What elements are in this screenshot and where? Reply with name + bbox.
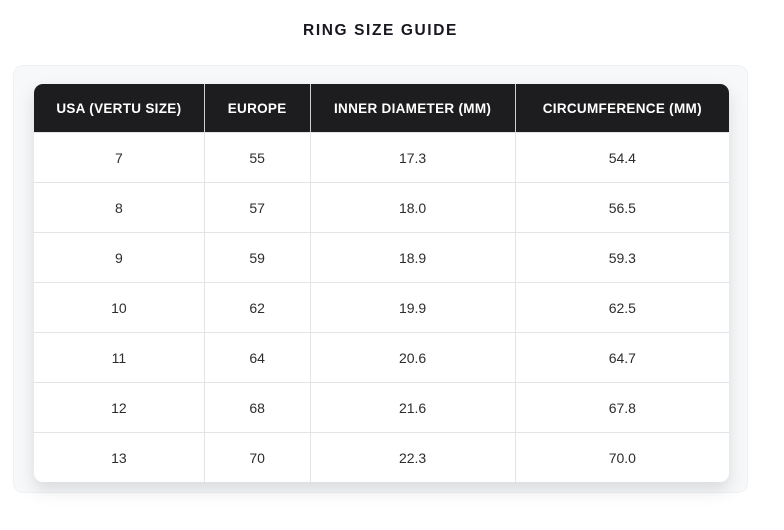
size-guide-card: USA (VERTU SIZE) EUROPE INNER DIAMETER (… [13, 65, 748, 493]
table-cell: 17.3 [309, 132, 515, 182]
table-row: 11 64 20.6 64.7 [34, 332, 729, 382]
table-cell: 19.9 [309, 282, 515, 332]
col-header-inner-diameter: INNER DIAMETER (MM) [309, 84, 515, 132]
page-title: RING SIZE GUIDE [303, 22, 458, 39]
table-cell: 70 [203, 432, 310, 482]
table-cell: 59 [203, 232, 310, 282]
table-cell: 56.5 [514, 182, 729, 232]
table-cell: 12 [34, 382, 204, 432]
table-row: 8 57 18.0 56.5 [34, 182, 729, 232]
table-cell: 22.3 [309, 432, 515, 482]
table-cell: 13 [34, 432, 204, 482]
table-cell: 70.0 [514, 432, 729, 482]
table-row: 9 59 18.9 59.3 [34, 232, 729, 282]
table-cell: 57 [203, 182, 310, 232]
table-cell: 59.3 [514, 232, 729, 282]
table-cell: 55 [203, 132, 310, 182]
table-row: 10 62 19.9 62.5 [34, 282, 729, 332]
table-cell: 21.6 [309, 382, 515, 432]
table-row: 12 68 21.6 67.8 [34, 382, 729, 432]
table-cell: 20.6 [309, 332, 515, 382]
table-cell: 18.9 [309, 232, 515, 282]
table-cell: 7 [34, 132, 204, 182]
table-cell: 18.0 [309, 182, 515, 232]
col-header-circumference: CIRCUMFERENCE (MM) [514, 84, 729, 132]
table-cell: 11 [34, 332, 204, 382]
col-header-usa-vertu-size: USA (VERTU SIZE) [34, 84, 204, 132]
size-guide-table: USA (VERTU SIZE) EUROPE INNER DIAMETER (… [34, 84, 729, 482]
col-header-europe: EUROPE [203, 84, 310, 132]
table-cell: 9 [34, 232, 204, 282]
table-row: 7 55 17.3 54.4 [34, 132, 729, 182]
table-cell: 67.8 [514, 382, 729, 432]
table-cell: 68 [203, 382, 310, 432]
table-header-row: USA (VERTU SIZE) EUROPE INNER DIAMETER (… [34, 84, 729, 132]
table-cell: 10 [34, 282, 204, 332]
table-cell: 54.4 [514, 132, 729, 182]
table-cell: 64 [203, 332, 310, 382]
table-cell: 8 [34, 182, 204, 232]
table-cell: 62.5 [514, 282, 729, 332]
table-cell: 64.7 [514, 332, 729, 382]
table-cell: 62 [203, 282, 310, 332]
table-row: 13 70 22.3 70.0 [34, 432, 729, 482]
